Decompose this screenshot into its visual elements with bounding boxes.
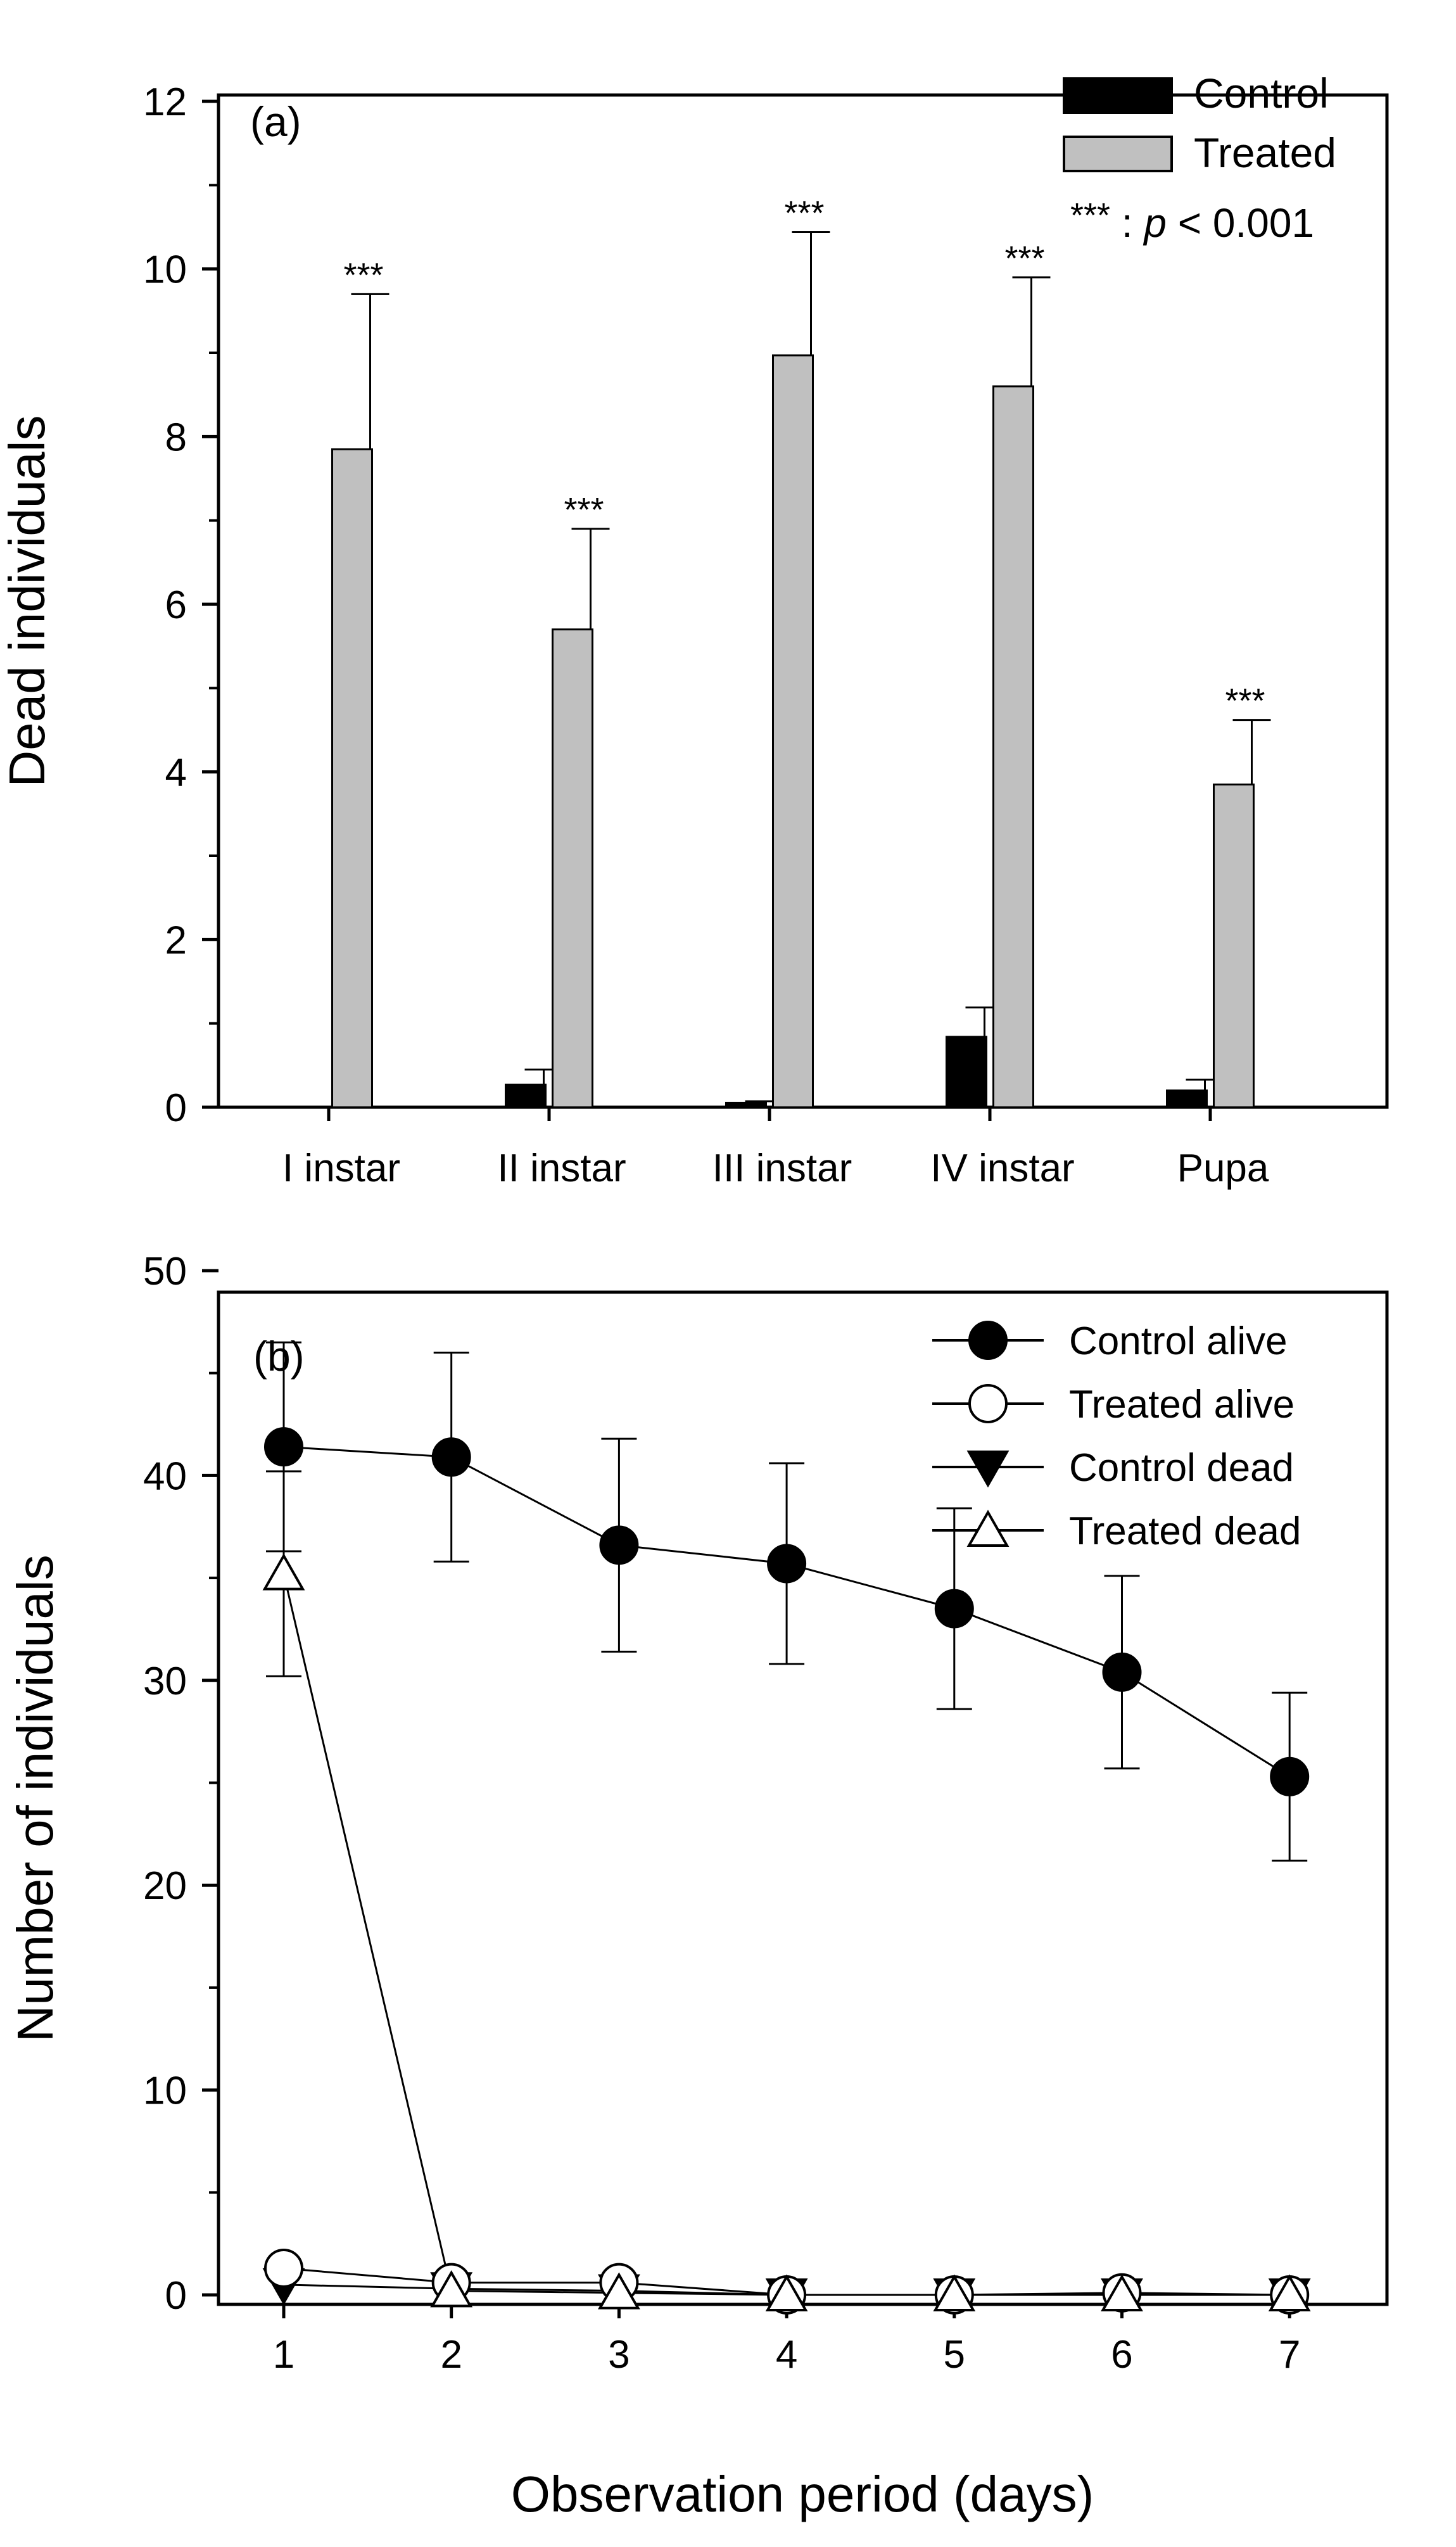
- y-tick-label: 10: [143, 248, 187, 292]
- bar-control-4: [1166, 1089, 1208, 1108]
- x-tick-label-2: 3: [608, 2333, 630, 2377]
- x-tick-label-5: 6: [1111, 2333, 1132, 2377]
- y-tick-label: 40: [143, 1454, 187, 1498]
- bar-control-3: [946, 1036, 987, 1108]
- point-3-6: [1268, 2274, 1311, 2311]
- y-tick-label: 20: [143, 1864, 187, 1908]
- panel-b-frame: [217, 1290, 1389, 2306]
- panel-a-label: (a): [250, 98, 301, 145]
- x-tick-label-4: 5: [944, 2333, 965, 2377]
- point-0-4: [934, 1589, 974, 1629]
- legend-swatch-control: [1063, 77, 1173, 114]
- significance-stars-2: ***: [784, 194, 824, 232]
- y-tick-label: 0: [165, 2274, 187, 2318]
- x-tick-label-0: I instar: [282, 1146, 400, 1190]
- x-tick-label-3: IV instar: [930, 1146, 1074, 1190]
- x-tick-label-0: 1: [273, 2333, 294, 2377]
- note-sep: :: [1110, 200, 1144, 246]
- bar-treated-1: [552, 628, 593, 1108]
- note-rest: < 0.001: [1167, 200, 1314, 246]
- point-0-2: [599, 1525, 639, 1565]
- legend-label-0: Control alive: [1069, 1319, 1288, 1363]
- legend-label-3: Treated dead: [1069, 1509, 1301, 1553]
- point-0-1: [431, 1437, 471, 1477]
- bar-treated-0: [331, 448, 373, 1108]
- y-tick-label: 6: [165, 583, 187, 627]
- significance-stars-3: ***: [1004, 239, 1044, 277]
- y-tick-label: 50: [143, 1250, 187, 1293]
- panel-a-x-ticks: I instar II instar III instar IV instar Pupa: [282, 1107, 1269, 1190]
- bar-treated-4: [1213, 784, 1255, 1108]
- panel-b-series: [262, 1341, 1311, 2316]
- point-0-0: [264, 1427, 303, 1467]
- legend-marker-1: [968, 1384, 1008, 1423]
- point-0-6: [1270, 1756, 1310, 1796]
- legend-marker-0: [968, 1321, 1008, 1360]
- x-tick-label-1: II instar: [497, 1146, 626, 1190]
- point-3-5: [1101, 2274, 1143, 2311]
- panel-b-line-chart: (b) Number of individuals Observation pe…: [7, 1250, 1389, 2522]
- panel-a-significance-note: *** : p < 0.001: [1070, 196, 1314, 246]
- legend-label-1: Treated alive: [1069, 1383, 1295, 1426]
- point-3-3: [765, 2274, 808, 2311]
- bar-treated-3: [992, 385, 1034, 1108]
- x-tick-label-2: III instar: [712, 1146, 852, 1190]
- bar-control-1: [505, 1083, 547, 1108]
- significance-stars-4: ***: [1225, 682, 1265, 720]
- panel-b-legend: Control alive Treated alive Control dead Tr…: [932, 1319, 1301, 1553]
- legend-label-treated: Treated: [1194, 129, 1336, 176]
- legend-label-2: Control dead: [1069, 1446, 1294, 1490]
- point-3-0: [262, 1553, 305, 1591]
- y-tick-label: 10: [143, 2069, 187, 2113]
- point-0-3: [767, 1544, 807, 1584]
- legend-swatch-treated: [1063, 136, 1173, 172]
- x-tick-label-4: Pupa: [1177, 1146, 1269, 1190]
- point-3-2: [597, 2272, 640, 2309]
- legend-marker-2: [966, 1451, 1010, 1488]
- panel-a-y-axis-label: Dead individuals: [0, 415, 55, 787]
- legend-marker-3: [966, 1509, 1010, 1547]
- point-3-1: [430, 2270, 473, 2308]
- bar-treated-2: [772, 354, 814, 1108]
- y-tick-label: 30: [143, 1660, 187, 1703]
- x-tick-label-1: 2: [440, 2333, 462, 2377]
- panel-b-y-ticks: 0 10 20 30 40 50: [143, 1250, 218, 2318]
- point-1-0: [264, 2248, 303, 2288]
- point-0-5: [1102, 1652, 1142, 1692]
- y-tick-label: 8: [165, 416, 187, 459]
- panel-a-y-ticks: 0 2 4 6 8 10 12: [143, 80, 218, 1130]
- point-3-4: [933, 2274, 976, 2311]
- x-tick-label-3: 4: [776, 2333, 797, 2377]
- panel-a-bars: *** *** *** *** ***: [331, 194, 1271, 1108]
- significance-stars-0: ***: [343, 256, 383, 294]
- significance-stars-1: ***: [564, 491, 604, 529]
- x-tick-label-6: 7: [1279, 2333, 1300, 2377]
- panel-b-x-ticks: 1 2 3 4 5 6 7: [273, 2304, 1300, 2377]
- bar-control-2: [725, 1102, 767, 1108]
- panel-a-legend: Control Treated: [1063, 70, 1336, 176]
- panel-b-y-axis-label: Number of individuals: [7, 1554, 63, 2042]
- note-p: p: [1143, 200, 1167, 246]
- panel-b-x-axis-label: Observation period (days): [511, 2466, 1094, 2522]
- y-tick-label: 4: [165, 751, 187, 795]
- y-tick-label: 0: [165, 1086, 187, 1130]
- note-stars: ***: [1070, 196, 1110, 234]
- y-tick-label: 12: [143, 80, 187, 124]
- panel-b-label: (b): [253, 1333, 305, 1380]
- legend-label-control: Control: [1194, 70, 1329, 117]
- y-tick-label: 2: [165, 918, 187, 962]
